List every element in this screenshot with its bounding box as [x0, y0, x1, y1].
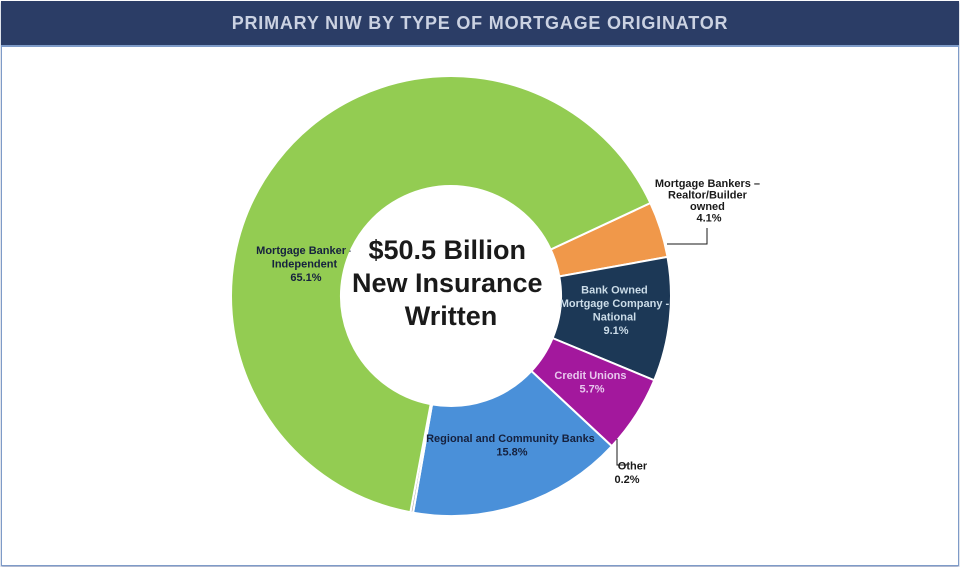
svg-text:Other 0.2%: Other 0.2% [614, 461, 650, 487]
svg-text:Mortgage Bankers – Realt: Mortgage Bankers – Realtor/Builder owned… [655, 178, 763, 225]
